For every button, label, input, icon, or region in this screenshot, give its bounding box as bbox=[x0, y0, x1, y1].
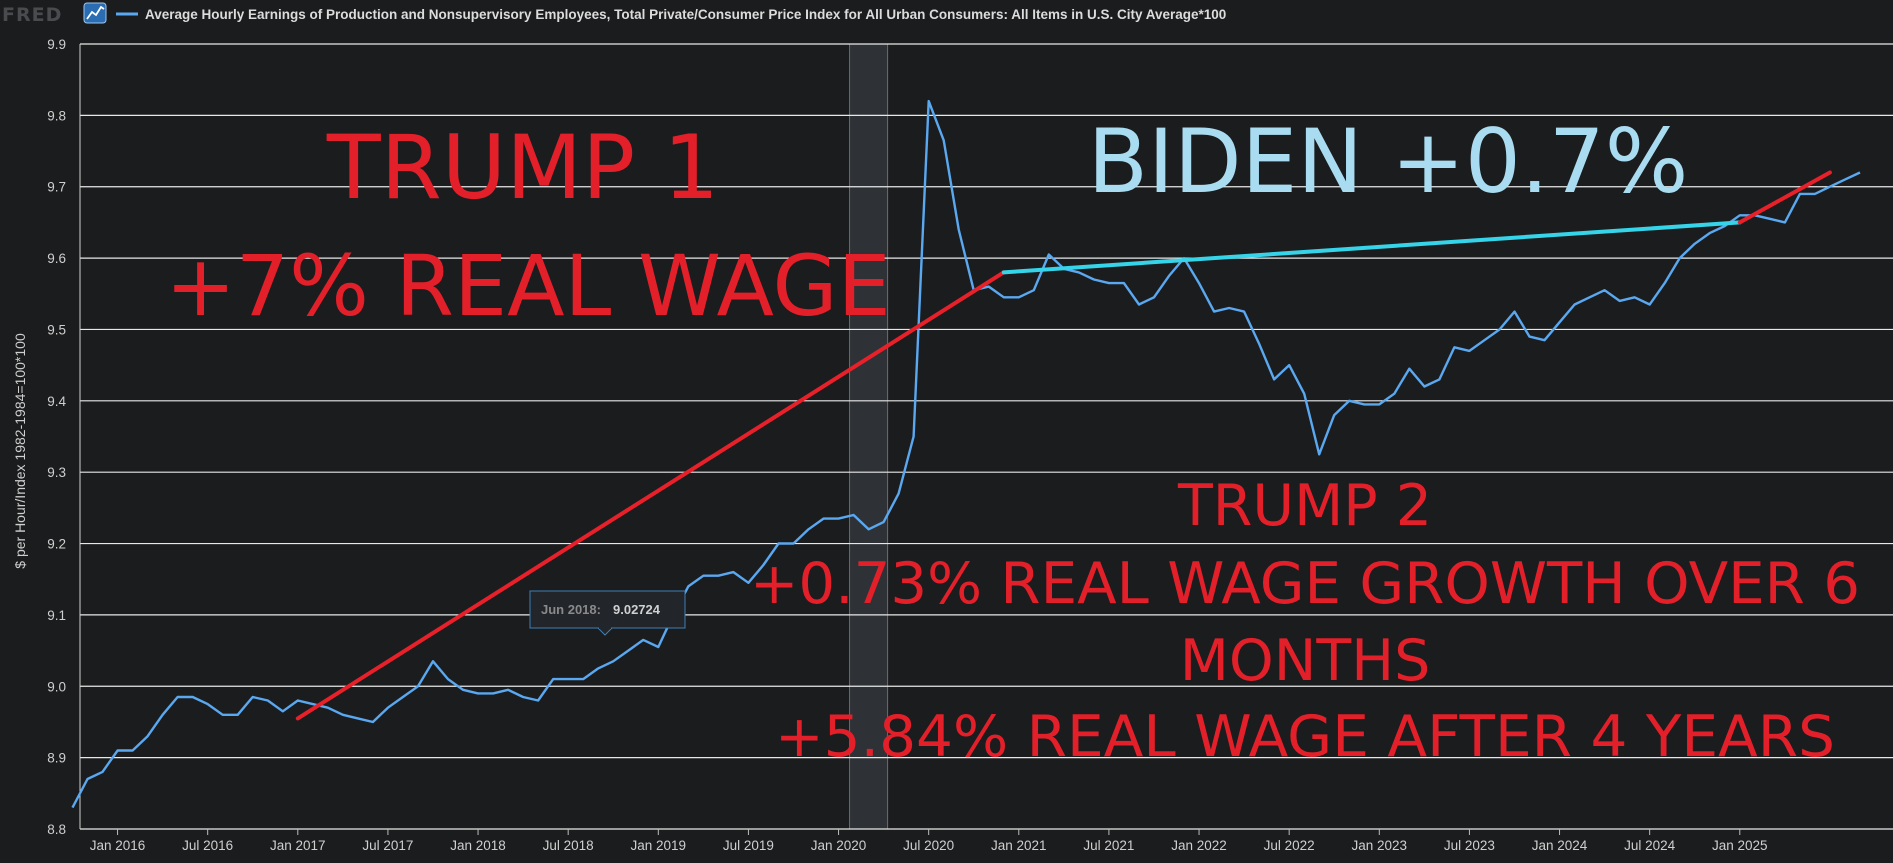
y-tick-label: 9.6 bbox=[47, 251, 66, 266]
series-layer bbox=[71, 99, 1861, 809]
y-tick-label: 9.1 bbox=[47, 608, 66, 623]
x-tick-label: Jan 2022 bbox=[1171, 838, 1227, 853]
tooltip-value: 9.02724 bbox=[613, 602, 661, 617]
y-tick-label: 9.2 bbox=[47, 537, 66, 552]
x-tick-label: Jan 2017 bbox=[270, 838, 326, 853]
annotation-trump1-gain: +7% REAL WAGE bbox=[165, 237, 890, 335]
fred-logo: FRED bbox=[2, 4, 62, 26]
x-tick-label: Jul 2021 bbox=[1083, 838, 1134, 853]
x-tick-label: Jul 2019 bbox=[723, 838, 774, 853]
y-tick-label: 9.7 bbox=[47, 180, 66, 195]
y-tick-label: 9.9 bbox=[47, 37, 66, 52]
x-tick-label: Jul 2023 bbox=[1444, 838, 1495, 853]
x-tick-label: Jan 2018 bbox=[450, 838, 506, 853]
y-tick-label: 9.0 bbox=[47, 679, 66, 694]
hover-tooltip: Jun 2018: 9.02724 bbox=[529, 590, 686, 636]
y-tick-label: 8.8 bbox=[47, 822, 66, 837]
annotation-trump1-title: TRUMP 1 bbox=[326, 116, 719, 219]
annotation-trump2-title: TRUMP 2 bbox=[1177, 473, 1432, 539]
x-tick-label: Jan 2019 bbox=[631, 838, 687, 853]
x-tick-label: Jul 2018 bbox=[543, 838, 594, 853]
y-axis-ticks: 8.8 8.9 9.0 9.1 9.2 9.3 9.4 9.5 9.6 9.7 9.8 9.9 bbox=[47, 37, 66, 837]
tooltip-label: Jun 2018: bbox=[541, 602, 601, 617]
y-tick-label: 9.3 bbox=[47, 465, 66, 480]
x-axis-ticks: Jan 2016 Jul 2016 Jan 2017 Jul 2017 Jan 2018… bbox=[90, 829, 1768, 853]
y-tick-label: 9.4 bbox=[47, 394, 66, 409]
annotation-biden: BIDEN +0.7% bbox=[1088, 110, 1689, 213]
x-tick-label: Jan 2024 bbox=[1532, 838, 1588, 853]
x-tick-label: Jul 2024 bbox=[1624, 838, 1676, 853]
annotation-trump2-four-years: +5.84% REAL WAGE AFTER 4 YEARS bbox=[775, 704, 1835, 770]
x-tick-label: Jul 2016 bbox=[182, 838, 233, 853]
x-tick-label: Jul 2020 bbox=[903, 838, 954, 853]
fred-graph-icon bbox=[83, 2, 107, 24]
gridlines bbox=[79, 43, 1893, 830]
x-tick-label: Jan 2025 bbox=[1712, 838, 1768, 853]
annotation-trump2-six-months: +0.73% REAL WAGE GROWTH OVER 6 bbox=[750, 551, 1860, 617]
y-tick-label: 9.5 bbox=[47, 322, 66, 337]
x-tick-label: Jul 2022 bbox=[1264, 838, 1315, 853]
y-tick-label: 8.9 bbox=[47, 751, 66, 766]
recession-shading bbox=[849, 44, 889, 829]
y-tick-label: 9.8 bbox=[47, 108, 66, 123]
annotation-trump2-months: MONTHS bbox=[1180, 628, 1431, 694]
legend-entry[interactable]: Average Hourly Earnings of Production an… bbox=[145, 7, 1226, 22]
x-tick-label: Jan 2021 bbox=[991, 838, 1047, 853]
recession-band bbox=[849, 44, 888, 829]
trend-line bbox=[295, 270, 1006, 721]
x-tick-label: Jan 2020 bbox=[811, 838, 867, 853]
trend-lines bbox=[295, 170, 1832, 721]
x-tick-label: Jan 2016 bbox=[90, 838, 146, 853]
x-tick-label: Jan 2023 bbox=[1352, 838, 1408, 853]
series-line bbox=[71, 99, 1861, 809]
trend-line bbox=[1737, 170, 1832, 225]
x-tick-label: Jul 2017 bbox=[362, 838, 413, 853]
y-axis-title: $ per Hour/Index 1982-1984=100*100 bbox=[12, 333, 28, 569]
trend-line bbox=[1001, 220, 1742, 275]
